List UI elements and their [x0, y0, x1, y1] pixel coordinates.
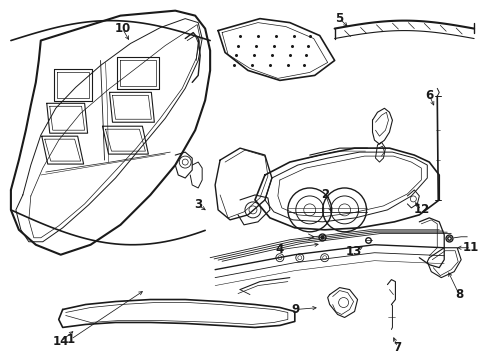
Text: 8: 8 [454, 288, 462, 301]
Text: 5: 5 [335, 12, 343, 25]
Text: 7: 7 [392, 341, 401, 354]
Text: 9: 9 [291, 303, 299, 316]
Text: 6: 6 [424, 89, 432, 102]
Text: 14: 14 [52, 335, 69, 348]
Text: 1: 1 [66, 333, 75, 346]
Text: 11: 11 [462, 241, 478, 254]
Text: 10: 10 [114, 22, 130, 35]
Text: 13: 13 [345, 245, 361, 258]
Text: 2: 2 [321, 188, 329, 202]
Text: 12: 12 [412, 203, 428, 216]
Text: 3: 3 [194, 198, 202, 211]
Text: 4: 4 [275, 243, 284, 256]
